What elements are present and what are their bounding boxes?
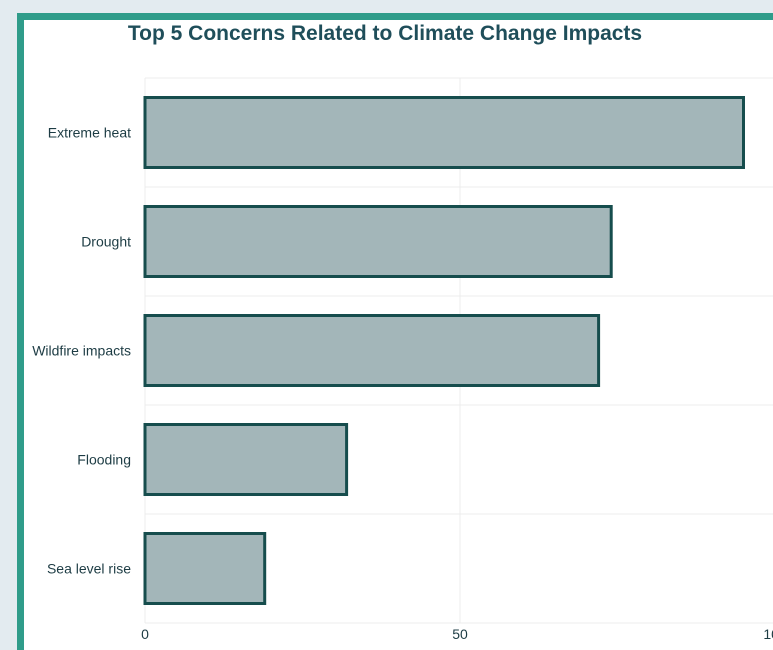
- y-tick-label: Extreme heat: [47, 124, 131, 140]
- y-tick-label: Wildfire impacts: [32, 342, 131, 358]
- x-tick-label: 0: [141, 626, 149, 642]
- bar: [143, 96, 745, 169]
- x-tick-label: 100: [763, 626, 773, 642]
- x-tick-label: 50: [452, 626, 468, 642]
- y-tick-label: Flooding: [77, 451, 131, 467]
- chart-title: Top 5 Concerns Related to Climate Change…: [128, 22, 642, 45]
- y-tick-label: Drought: [81, 233, 131, 249]
- bar: [143, 532, 267, 605]
- bar: [143, 423, 349, 496]
- bar: [143, 314, 601, 387]
- y-tick-label: Sea level rise: [46, 560, 131, 576]
- bar: [143, 205, 613, 278]
